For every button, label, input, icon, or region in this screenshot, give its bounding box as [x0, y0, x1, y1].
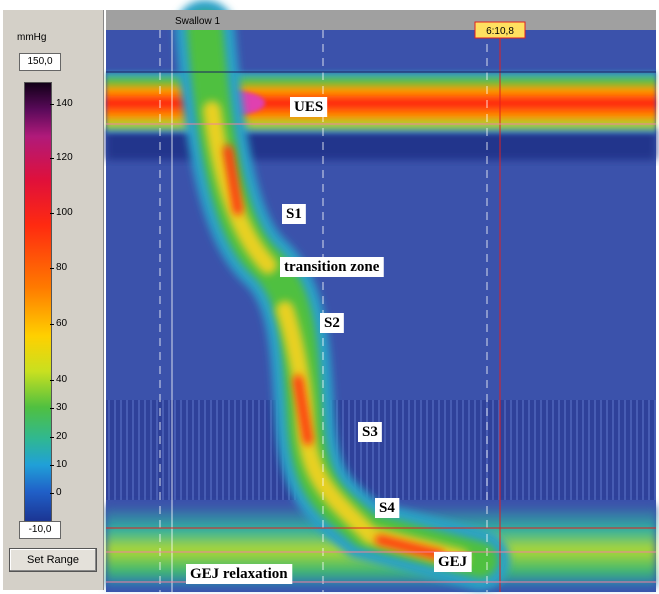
- annotation: GEJ: [438, 554, 468, 570]
- scale-tick: 60: [50, 318, 86, 329]
- cursor-time: 6:10,8: [486, 26, 514, 37]
- scale-tick: 40: [50, 374, 86, 385]
- noise: [106, 400, 656, 500]
- color-scale: [24, 82, 52, 528]
- scale-tick: 10: [50, 459, 86, 470]
- scale-tick: 120: [50, 152, 86, 163]
- annotation: S1: [286, 206, 302, 222]
- annotation-box: [282, 204, 306, 224]
- annotation-box: [290, 97, 328, 117]
- scale-tick: 80: [50, 262, 86, 273]
- annotation: S4: [379, 500, 395, 516]
- wave: [175, 0, 510, 590]
- set-range-button[interactable]: Set Range: [9, 548, 97, 572]
- title: Swallow 1: [175, 16, 220, 27]
- scale-tick: 30: [50, 402, 86, 413]
- cursor-box: [474, 21, 526, 39]
- scale-panel: mmHg 150,0 -10,0 Set Range 140 120 100 80 60…: [3, 10, 104, 590]
- min-box[interactable]: -10,0: [19, 521, 61, 539]
- markers: [159, 30, 488, 592]
- unit: mmHg: [17, 32, 47, 43]
- annotation-box: [280, 257, 384, 277]
- annotation: GEJ relaxation: [190, 566, 288, 582]
- annotation-box: [358, 422, 382, 442]
- annotation-box: [434, 552, 472, 572]
- annotation-box: [186, 564, 293, 584]
- max-box[interactable]: 150,0: [19, 53, 61, 71]
- annotation: S2: [324, 315, 340, 331]
- annotation-box: [375, 498, 400, 518]
- annotation: UES: [294, 99, 323, 115]
- annotation: S3: [362, 424, 378, 440]
- scale-tick: 20: [50, 431, 86, 442]
- scale-tick: 100: [50, 207, 86, 218]
- annotation-box: [320, 313, 344, 333]
- scale-tick: 0: [50, 487, 86, 498]
- annotation: transition zone: [284, 259, 380, 275]
- scale-tick: 140: [50, 98, 86, 109]
